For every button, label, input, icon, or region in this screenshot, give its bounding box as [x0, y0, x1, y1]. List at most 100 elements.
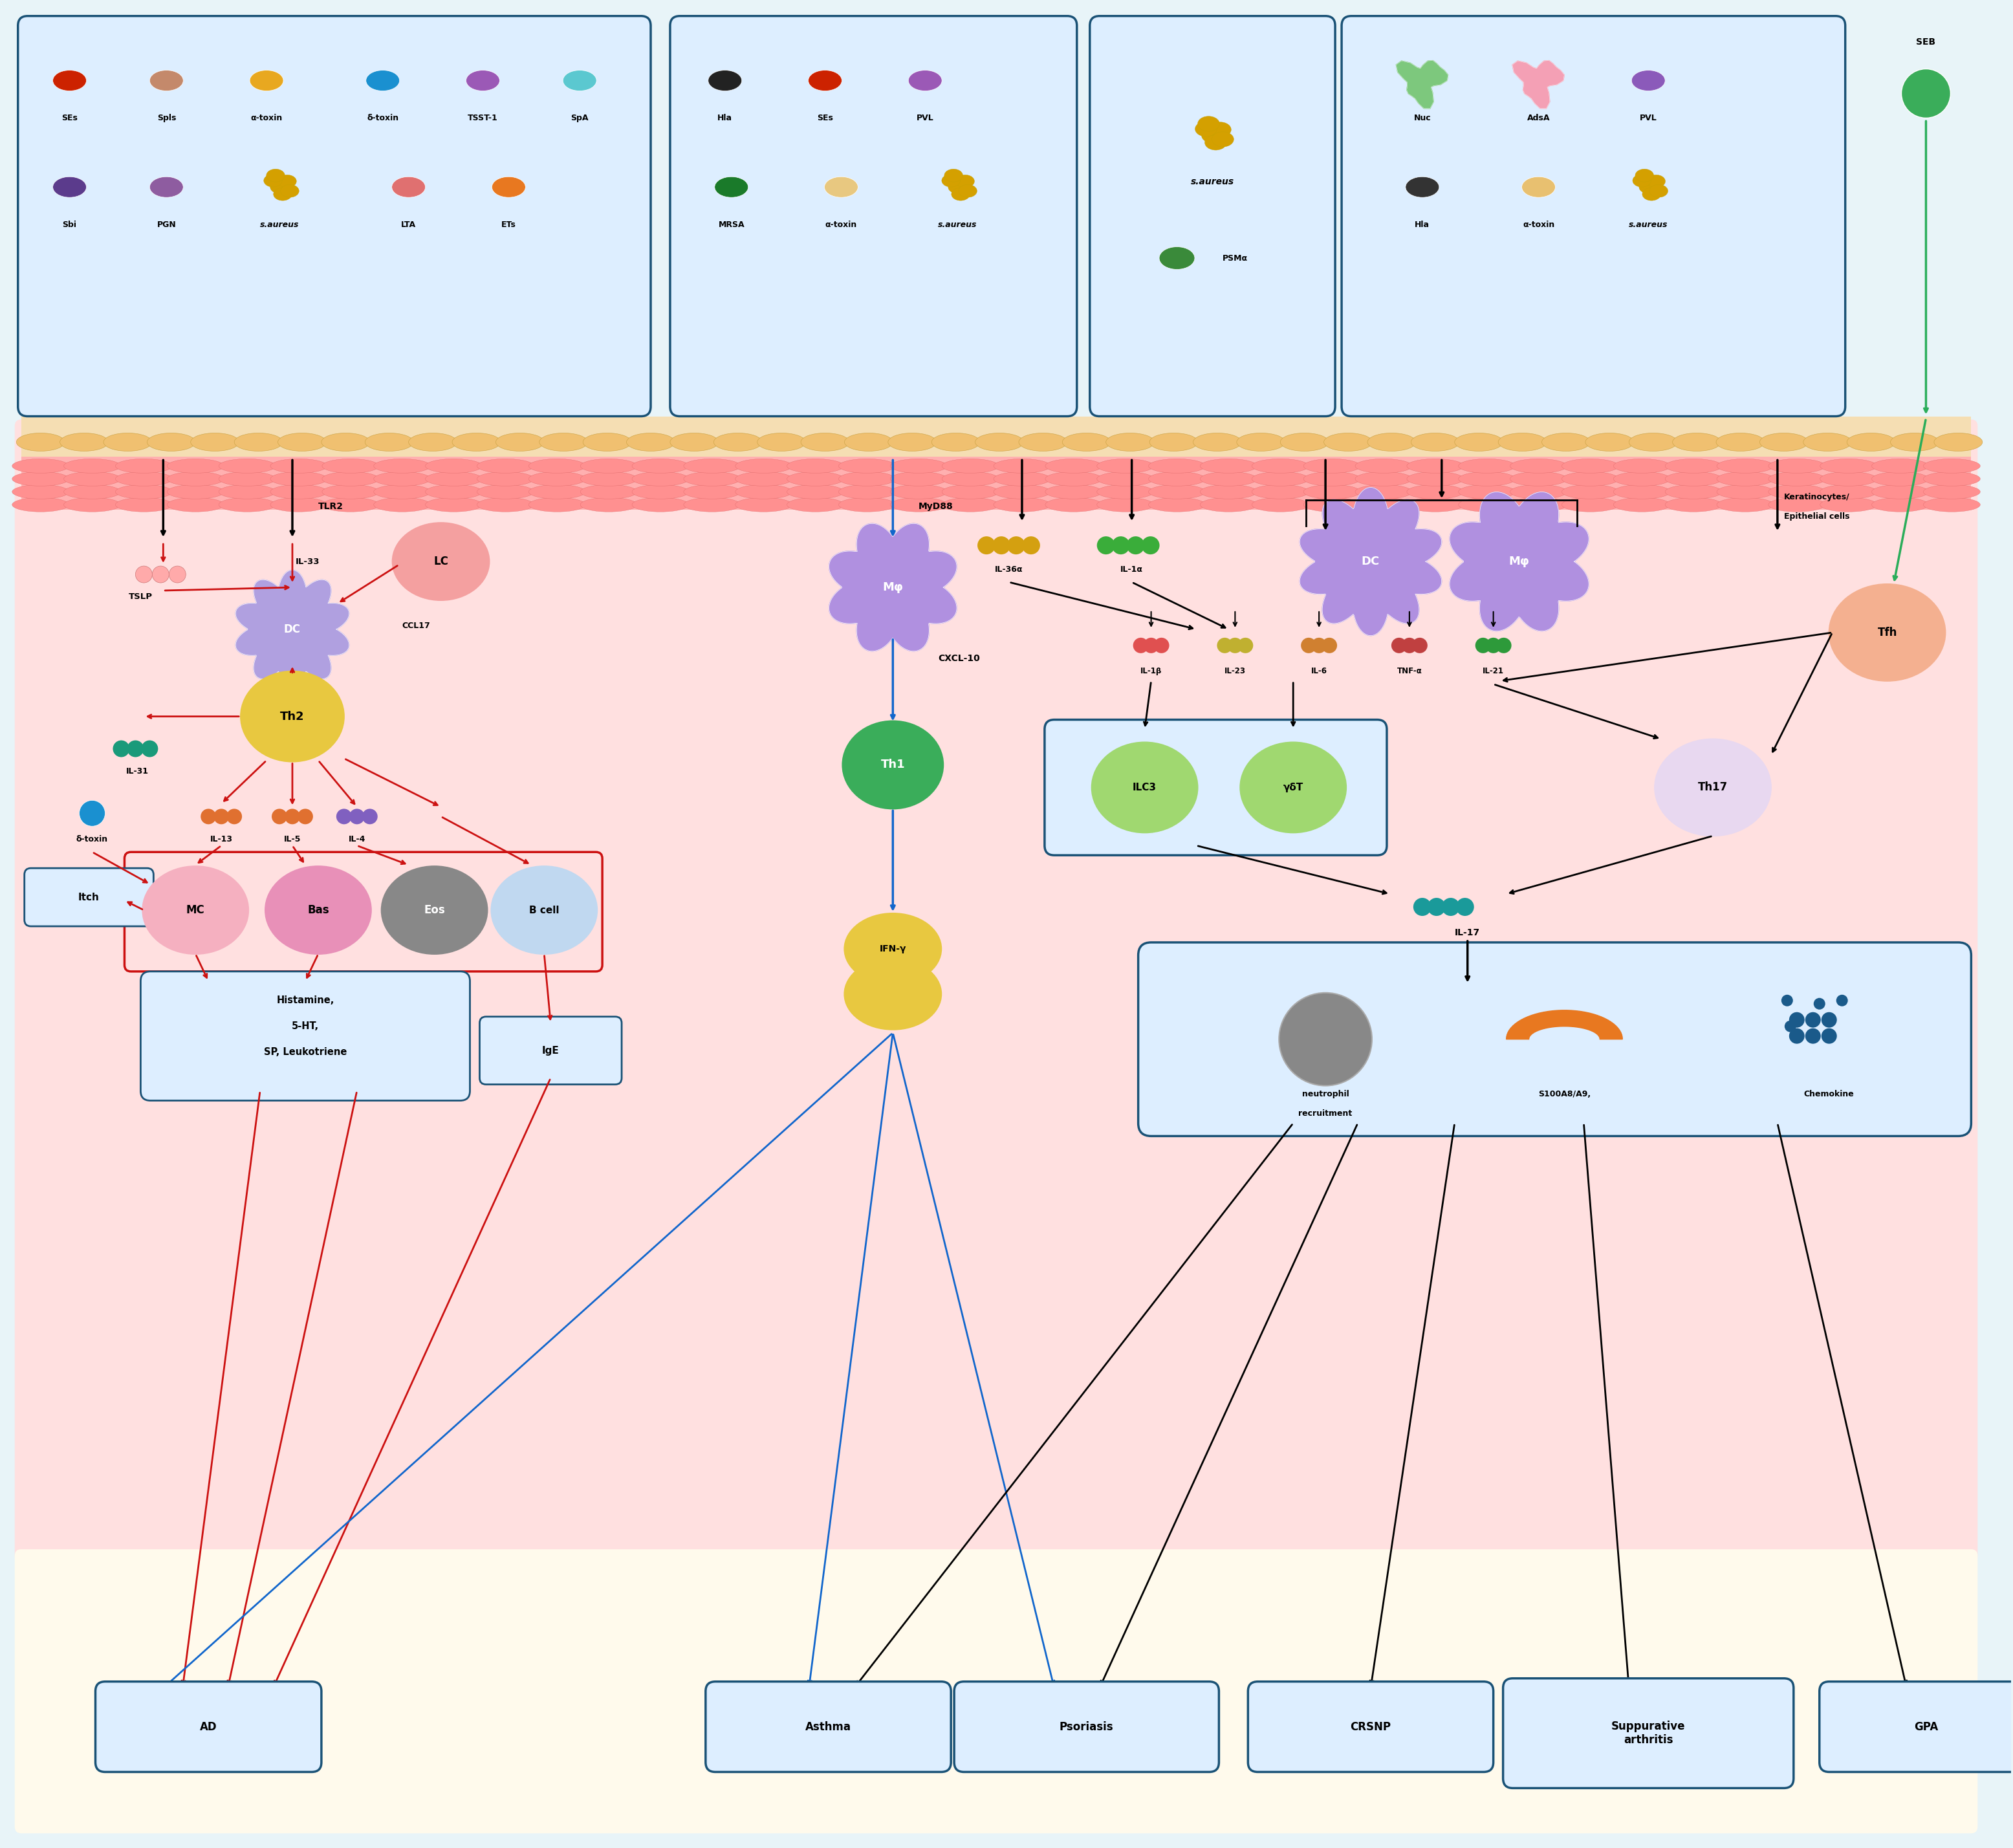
Ellipse shape	[374, 484, 431, 499]
Text: s.aureus: s.aureus	[938, 220, 976, 229]
Text: s.aureus: s.aureus	[1192, 177, 1234, 187]
Ellipse shape	[64, 471, 121, 486]
Ellipse shape	[1149, 432, 1198, 451]
Text: Chemokine: Chemokine	[1804, 1090, 1854, 1098]
Ellipse shape	[632, 484, 688, 499]
Text: LTA: LTA	[401, 220, 417, 229]
Ellipse shape	[219, 458, 276, 473]
Ellipse shape	[1631, 70, 1665, 91]
Ellipse shape	[1673, 432, 1721, 451]
Text: IL-33: IL-33	[296, 558, 320, 565]
Ellipse shape	[715, 432, 763, 451]
Ellipse shape	[364, 432, 413, 451]
Ellipse shape	[1872, 458, 1928, 473]
Ellipse shape	[1614, 497, 1671, 512]
Ellipse shape	[735, 484, 793, 499]
Ellipse shape	[809, 70, 841, 91]
Ellipse shape	[956, 176, 974, 188]
Text: IL-4: IL-4	[348, 835, 366, 843]
Ellipse shape	[1240, 743, 1347, 833]
Circle shape	[1133, 638, 1149, 652]
Ellipse shape	[888, 432, 936, 451]
Circle shape	[348, 809, 364, 824]
Ellipse shape	[1459, 484, 1516, 499]
FancyBboxPatch shape	[141, 972, 469, 1101]
Ellipse shape	[491, 867, 598, 954]
Circle shape	[1782, 994, 1794, 1007]
Circle shape	[169, 565, 185, 582]
Circle shape	[1836, 994, 1848, 1007]
Text: SEB: SEB	[1916, 37, 1937, 46]
Ellipse shape	[1367, 432, 1415, 451]
Text: MRSA: MRSA	[719, 220, 745, 229]
Ellipse shape	[1759, 432, 1808, 451]
Ellipse shape	[626, 432, 674, 451]
Ellipse shape	[1922, 484, 1981, 499]
Circle shape	[1476, 638, 1492, 652]
FancyBboxPatch shape	[24, 869, 153, 926]
Ellipse shape	[890, 484, 946, 499]
Ellipse shape	[1019, 432, 1067, 451]
Ellipse shape	[580, 484, 638, 499]
Ellipse shape	[787, 458, 843, 473]
FancyBboxPatch shape	[22, 456, 1971, 510]
Text: Tfh: Tfh	[1878, 626, 1896, 638]
Ellipse shape	[1200, 497, 1256, 512]
Ellipse shape	[632, 471, 688, 486]
Ellipse shape	[409, 432, 457, 451]
Ellipse shape	[1614, 458, 1671, 473]
Text: IFN-γ: IFN-γ	[880, 944, 906, 954]
Ellipse shape	[1643, 188, 1661, 201]
Text: AD: AD	[199, 1720, 217, 1733]
Text: LC: LC	[433, 556, 449, 567]
Ellipse shape	[1614, 484, 1671, 499]
FancyBboxPatch shape	[1820, 1682, 2013, 1772]
Text: Th17: Th17	[1697, 782, 1727, 793]
Circle shape	[1143, 638, 1159, 652]
Circle shape	[1310, 638, 1327, 652]
FancyBboxPatch shape	[22, 416, 1971, 458]
Ellipse shape	[735, 471, 793, 486]
Ellipse shape	[374, 471, 431, 486]
Circle shape	[336, 809, 352, 824]
Ellipse shape	[270, 484, 328, 499]
Circle shape	[1822, 1027, 1838, 1044]
Ellipse shape	[322, 471, 378, 486]
FancyBboxPatch shape	[95, 1682, 322, 1772]
Ellipse shape	[843, 913, 942, 985]
Ellipse shape	[1304, 471, 1361, 486]
Ellipse shape	[1149, 484, 1206, 499]
Ellipse shape	[219, 497, 276, 512]
Ellipse shape	[1820, 497, 1876, 512]
Circle shape	[272, 809, 288, 824]
Ellipse shape	[1717, 458, 1773, 473]
Ellipse shape	[374, 458, 431, 473]
Text: Itch: Itch	[79, 893, 99, 902]
Ellipse shape	[115, 484, 173, 499]
Ellipse shape	[1097, 497, 1153, 512]
Circle shape	[1496, 638, 1512, 652]
Circle shape	[201, 809, 215, 824]
Ellipse shape	[908, 70, 942, 91]
Circle shape	[79, 800, 105, 826]
Text: Suppurative
arthritis: Suppurative arthritis	[1610, 1720, 1685, 1746]
Ellipse shape	[942, 471, 998, 486]
Ellipse shape	[1149, 497, 1206, 512]
Polygon shape	[1506, 1011, 1622, 1039]
Circle shape	[1806, 1027, 1820, 1044]
FancyBboxPatch shape	[1248, 1682, 1494, 1772]
Circle shape	[127, 741, 143, 758]
Circle shape	[1486, 638, 1502, 652]
Ellipse shape	[1252, 497, 1308, 512]
FancyBboxPatch shape	[954, 1682, 1220, 1772]
Text: δ-toxin: δ-toxin	[366, 115, 399, 122]
Circle shape	[1023, 536, 1041, 554]
Ellipse shape	[709, 70, 741, 91]
Ellipse shape	[890, 458, 946, 473]
Ellipse shape	[839, 458, 896, 473]
Circle shape	[113, 741, 129, 758]
Ellipse shape	[1665, 458, 1721, 473]
Ellipse shape	[1510, 497, 1566, 512]
Circle shape	[1902, 68, 1951, 118]
Ellipse shape	[974, 432, 1025, 451]
